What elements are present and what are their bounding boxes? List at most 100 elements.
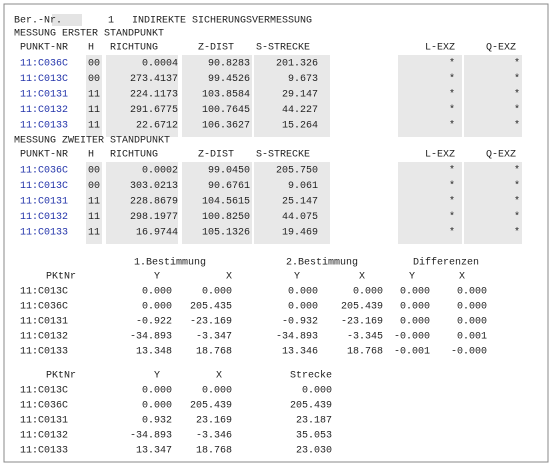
cell: 35.053 [296, 431, 332, 442]
cell: * [514, 73, 520, 85]
cell: 224.1173 [130, 90, 178, 101]
cell: 44.075 [282, 212, 318, 223]
cell: 303.0213 [130, 181, 178, 192]
point-id: 11:C0133 [20, 121, 68, 132]
cell: 9.061 [288, 181, 318, 192]
number: 1 [108, 16, 114, 27]
column-header: Y [154, 371, 160, 382]
column-header: Y [154, 272, 160, 283]
column-header: PKtNr [46, 272, 76, 283]
cell: 205.750 [276, 166, 318, 177]
cell: 0.000 [142, 302, 172, 313]
column-header: PUNKT-NR [20, 150, 68, 161]
column-header: RICHTUNG [110, 150, 158, 161]
cell: 201.326 [276, 59, 318, 70]
field-bg [464, 55, 522, 137]
cell: 100.8250 [202, 212, 250, 223]
input-box[interactable] [52, 14, 82, 26]
cell: -3.346 [196, 431, 232, 442]
cell: 13.347 [136, 446, 172, 457]
cell: 00 [88, 74, 100, 85]
cell: 0.000 [457, 302, 487, 313]
point-id: 11:C0133 [20, 347, 68, 358]
group-header: Differenzen [413, 257, 479, 269]
field-bg [106, 162, 178, 244]
cell: 22.6712 [136, 121, 178, 132]
point-id: 11:C036C [20, 59, 68, 70]
cell: 11 [88, 121, 100, 132]
cell: 205.439 [341, 302, 383, 313]
section-title: MESSUNG ERSTER STANDPUNKT [14, 29, 164, 40]
field-bg [254, 162, 330, 244]
cell: 273.4137 [130, 74, 178, 85]
cell: * [449, 89, 455, 101]
point-id: 11:C0132 [20, 431, 68, 442]
point-id: 11:C0132 [20, 105, 68, 116]
column-header: X [459, 272, 465, 283]
column-header: Y [294, 272, 300, 283]
column-header: S-STRECKE [256, 43, 310, 54]
cell: 23.187 [296, 416, 332, 427]
cell: 9.673 [288, 74, 318, 85]
cell: 23.030 [296, 446, 332, 457]
cell: * [514, 89, 520, 101]
column-header: S-STRECKE [256, 150, 310, 161]
cell: 23.169 [196, 416, 232, 427]
cell: * [514, 227, 520, 239]
cell: 0.000 [288, 302, 318, 313]
column-header: Y [409, 272, 415, 283]
cell: 0.000 [142, 287, 172, 298]
cell: -0.922 [136, 317, 172, 328]
cell: -34.893 [130, 431, 172, 442]
cell: 205.435 [190, 302, 232, 313]
point-id: 11:C0131 [20, 197, 68, 208]
cell: 0.001 [457, 332, 487, 343]
column-header: Z-DIST [198, 43, 234, 54]
cell: 16.9744 [136, 228, 178, 239]
field-bg [86, 162, 102, 244]
cell: 0.000 [202, 287, 232, 298]
cell: 18.768 [196, 446, 232, 457]
cell: -3.345 [347, 332, 383, 343]
cell: 0.000 [302, 386, 332, 397]
column-header: X [226, 272, 232, 283]
cell: 103.8584 [202, 90, 250, 101]
point-id: 11:C013C [20, 181, 68, 192]
point-id: 11:C0132 [20, 332, 68, 343]
cell: 298.1977 [130, 212, 178, 223]
point-id: 11:C013C [20, 287, 68, 298]
cell: 90.8283 [208, 59, 250, 70]
column-header: Q-EXZ [486, 150, 516, 161]
cell: 0.000 [142, 401, 172, 412]
cell: 29.147 [282, 90, 318, 101]
point-id: 11:C0132 [20, 212, 68, 223]
cell: 100.7645 [202, 105, 250, 116]
cell: 0.000 [457, 317, 487, 328]
field-bg [106, 55, 178, 137]
cell: 18.768 [347, 347, 383, 358]
cell: 0.000 [400, 302, 430, 313]
cell: * [449, 180, 455, 192]
cell: * [449, 120, 455, 132]
cell: 00 [88, 181, 100, 192]
column-header: RICHTUNG [110, 43, 158, 54]
column-header: L-EXZ [425, 150, 455, 161]
cell: 44.227 [282, 105, 318, 116]
cell: 0.000 [202, 386, 232, 397]
group-header: 2.Bestimmung [286, 257, 358, 269]
cell: * [449, 73, 455, 85]
cell: * [514, 58, 520, 70]
cell: * [449, 211, 455, 223]
cell: 228.8679 [130, 197, 178, 208]
cell: 00 [88, 59, 100, 70]
column-header: H [88, 150, 94, 161]
cell: * [514, 165, 520, 177]
cell: 13.348 [136, 347, 172, 358]
cell: * [449, 58, 455, 70]
point-id: 11:C036C [20, 166, 68, 177]
cell: * [514, 180, 520, 192]
cell: 0.932 [142, 416, 172, 427]
cell: 106.3627 [202, 121, 250, 132]
cell: 0.000 [400, 287, 430, 298]
column-header: Q-EXZ [486, 43, 516, 54]
